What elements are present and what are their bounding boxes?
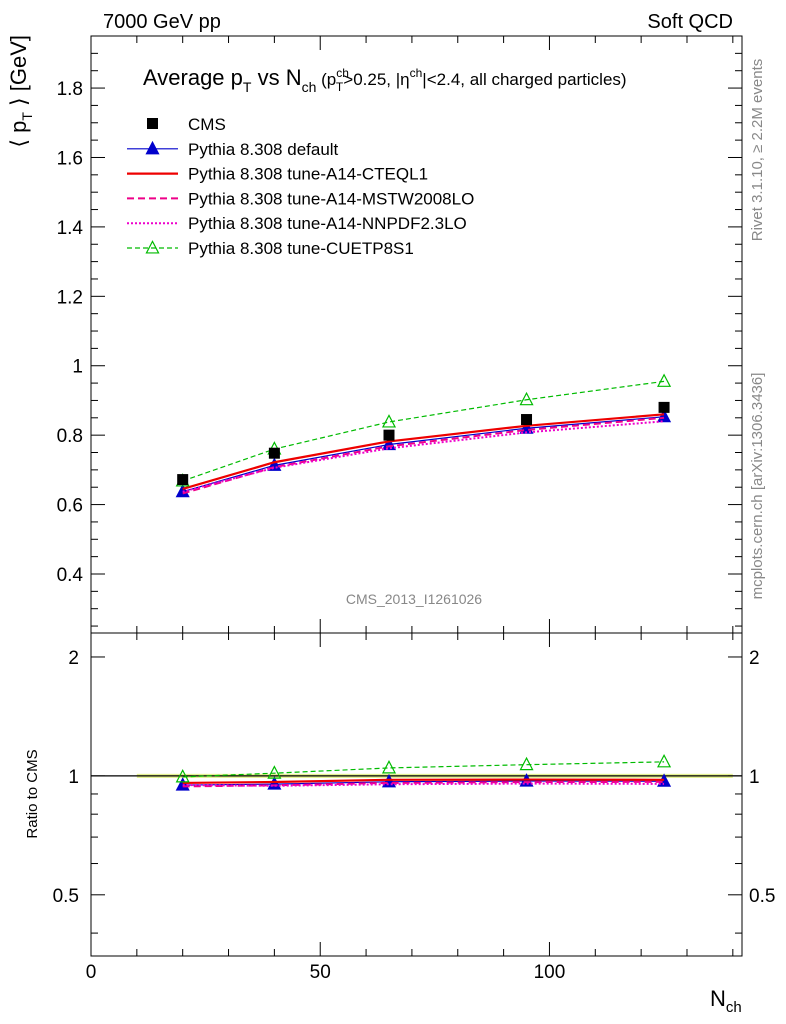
y-axis-title-sub: T [19, 112, 35, 121]
y-tick-label: 0.6 [57, 496, 83, 517]
y-tick-label: 1.6 [57, 148, 83, 169]
title-sub-t: T [243, 79, 252, 95]
ratio-tick-label-right: 1 [749, 767, 760, 788]
title-sub-ch: ch [302, 79, 317, 95]
series-5-marker [519, 391, 534, 406]
ratio-tick-label-right: 0.5 [749, 886, 775, 907]
cms-data-point [521, 414, 533, 426]
y-tick-label: 1 [72, 357, 83, 378]
y-tick-label: 0.4 [57, 565, 84, 586]
series-2-ratio-line [182, 778, 665, 785]
series-5-ratio-marker [381, 760, 397, 774]
series-5-ratio-marker [175, 769, 190, 783]
series-5-marker [657, 373, 672, 387]
title-main-b: vs N [251, 65, 301, 90]
series-5-ratio-marker [267, 765, 282, 779]
ratio-y-tick-labels: 0.5 0.5 1 1 2 2 [53, 648, 776, 907]
y-tick-label: 1.2 [57, 287, 83, 308]
main-y-tick-labels: 0.4 0.6 0.8 1 1.2 1.4 1.6 1.8 [57, 79, 84, 586]
x-tick-labels: 0 50 100 [86, 962, 566, 983]
y-axis-title-a: ⟨ p [6, 121, 31, 148]
x-axis-title: Nch [710, 986, 742, 1016]
series-5-ratio-marker [657, 753, 672, 768]
series-4-line [182, 420, 665, 493]
x-tick-label: 0 [86, 962, 97, 983]
cms-data-point [658, 401, 670, 413]
y-axis-title: ⟨ pT ⟩ [GeV] [6, 35, 35, 148]
x-tick-label: 50 [310, 962, 331, 983]
series-3-line [182, 416, 665, 495]
ratio-uncertainty-band [91, 773, 742, 778]
legend-label-1: Pythia 8.308 default [188, 140, 339, 159]
legend-label-3: Pythia 8.308 tune-A14-MSTW2008LO [188, 189, 474, 208]
legend: CMS Pythia 8.308 default Pythia 8.308 tune… [127, 115, 474, 258]
series-1-ratio-marker [267, 776, 282, 790]
cms-data-point [268, 447, 280, 459]
ratio-tick-label-left: 1 [68, 767, 79, 788]
y-tick-label: 1.4 [57, 218, 84, 239]
legend-cms-label: CMS [188, 115, 226, 134]
cms-data-layer [177, 401, 670, 486]
ratio-tick-label-left: 0.5 [53, 886, 79, 907]
ratio-series-layer [175, 753, 672, 791]
series-5-line [182, 380, 665, 482]
mcplots-label: mcplots.cern.ch [arXiv:1306.3436] [749, 373, 766, 600]
y-axis-title-b: ⟩ [GeV] [6, 35, 31, 112]
series-2-line [182, 413, 665, 491]
legend-cms-marker [147, 118, 158, 129]
title-main-a: Average p [143, 65, 243, 90]
ratio-tick-label-left: 2 [68, 648, 79, 669]
title-cond-b: >0.25, |η [343, 70, 409, 89]
series-5-marker [381, 414, 397, 428]
title-cond-sup-eta: ch [410, 66, 423, 80]
title-cond-sub-t: T [336, 80, 344, 94]
legend-marker-1 [145, 140, 160, 155]
x-tick-label: 100 [534, 962, 566, 983]
cms-data-point [177, 474, 189, 486]
ratio-axis-ticks [91, 656, 742, 934]
x-axis-title-sub: ch [726, 999, 742, 1016]
x-axis-title-a: N [710, 986, 726, 1011]
ratio-plot-frame [90, 632, 743, 957]
legend-label-5: Pythia 8.308 tune-CUETP8S1 [188, 239, 414, 258]
y-tick-label: 1.8 [57, 79, 83, 100]
energy-label: 7000 GeV pp [103, 11, 221, 33]
title-cond-sup-ch: ch [336, 66, 349, 80]
ratio-y-axis-title: Ratio to CMS [24, 749, 41, 838]
legend-marker-5 [145, 240, 160, 254]
plot-title: Average pT vs Nch (pch T>0.25, |ηch|<2.4,… [143, 65, 627, 95]
cms-data-point [383, 429, 395, 441]
legend-label-2: Pythia 8.308 tune-A14-CTEQL1 [188, 165, 428, 184]
category-label: Soft QCD [647, 11, 733, 33]
analysis-id-watermark: CMS_2013_I1261026 [346, 591, 482, 607]
series-1-line [182, 416, 665, 493]
main-series-layer [175, 373, 672, 498]
title-cond-a: (p [316, 70, 336, 89]
ratio-tick-label-right: 2 [749, 648, 760, 669]
y-tick-label: 0.8 [57, 426, 83, 447]
legend-label-4: Pythia 8.308 tune-A14-NNPDF2.3LO [188, 214, 467, 233]
series-5-ratio-marker [519, 756, 534, 771]
rivet-version-label: Rivet 3.1.10, ≥ 2.2M events [749, 59, 766, 242]
title-cond-c: |<2.4, all charged particles) [422, 70, 626, 89]
series-4-ratio-line [182, 782, 665, 787]
